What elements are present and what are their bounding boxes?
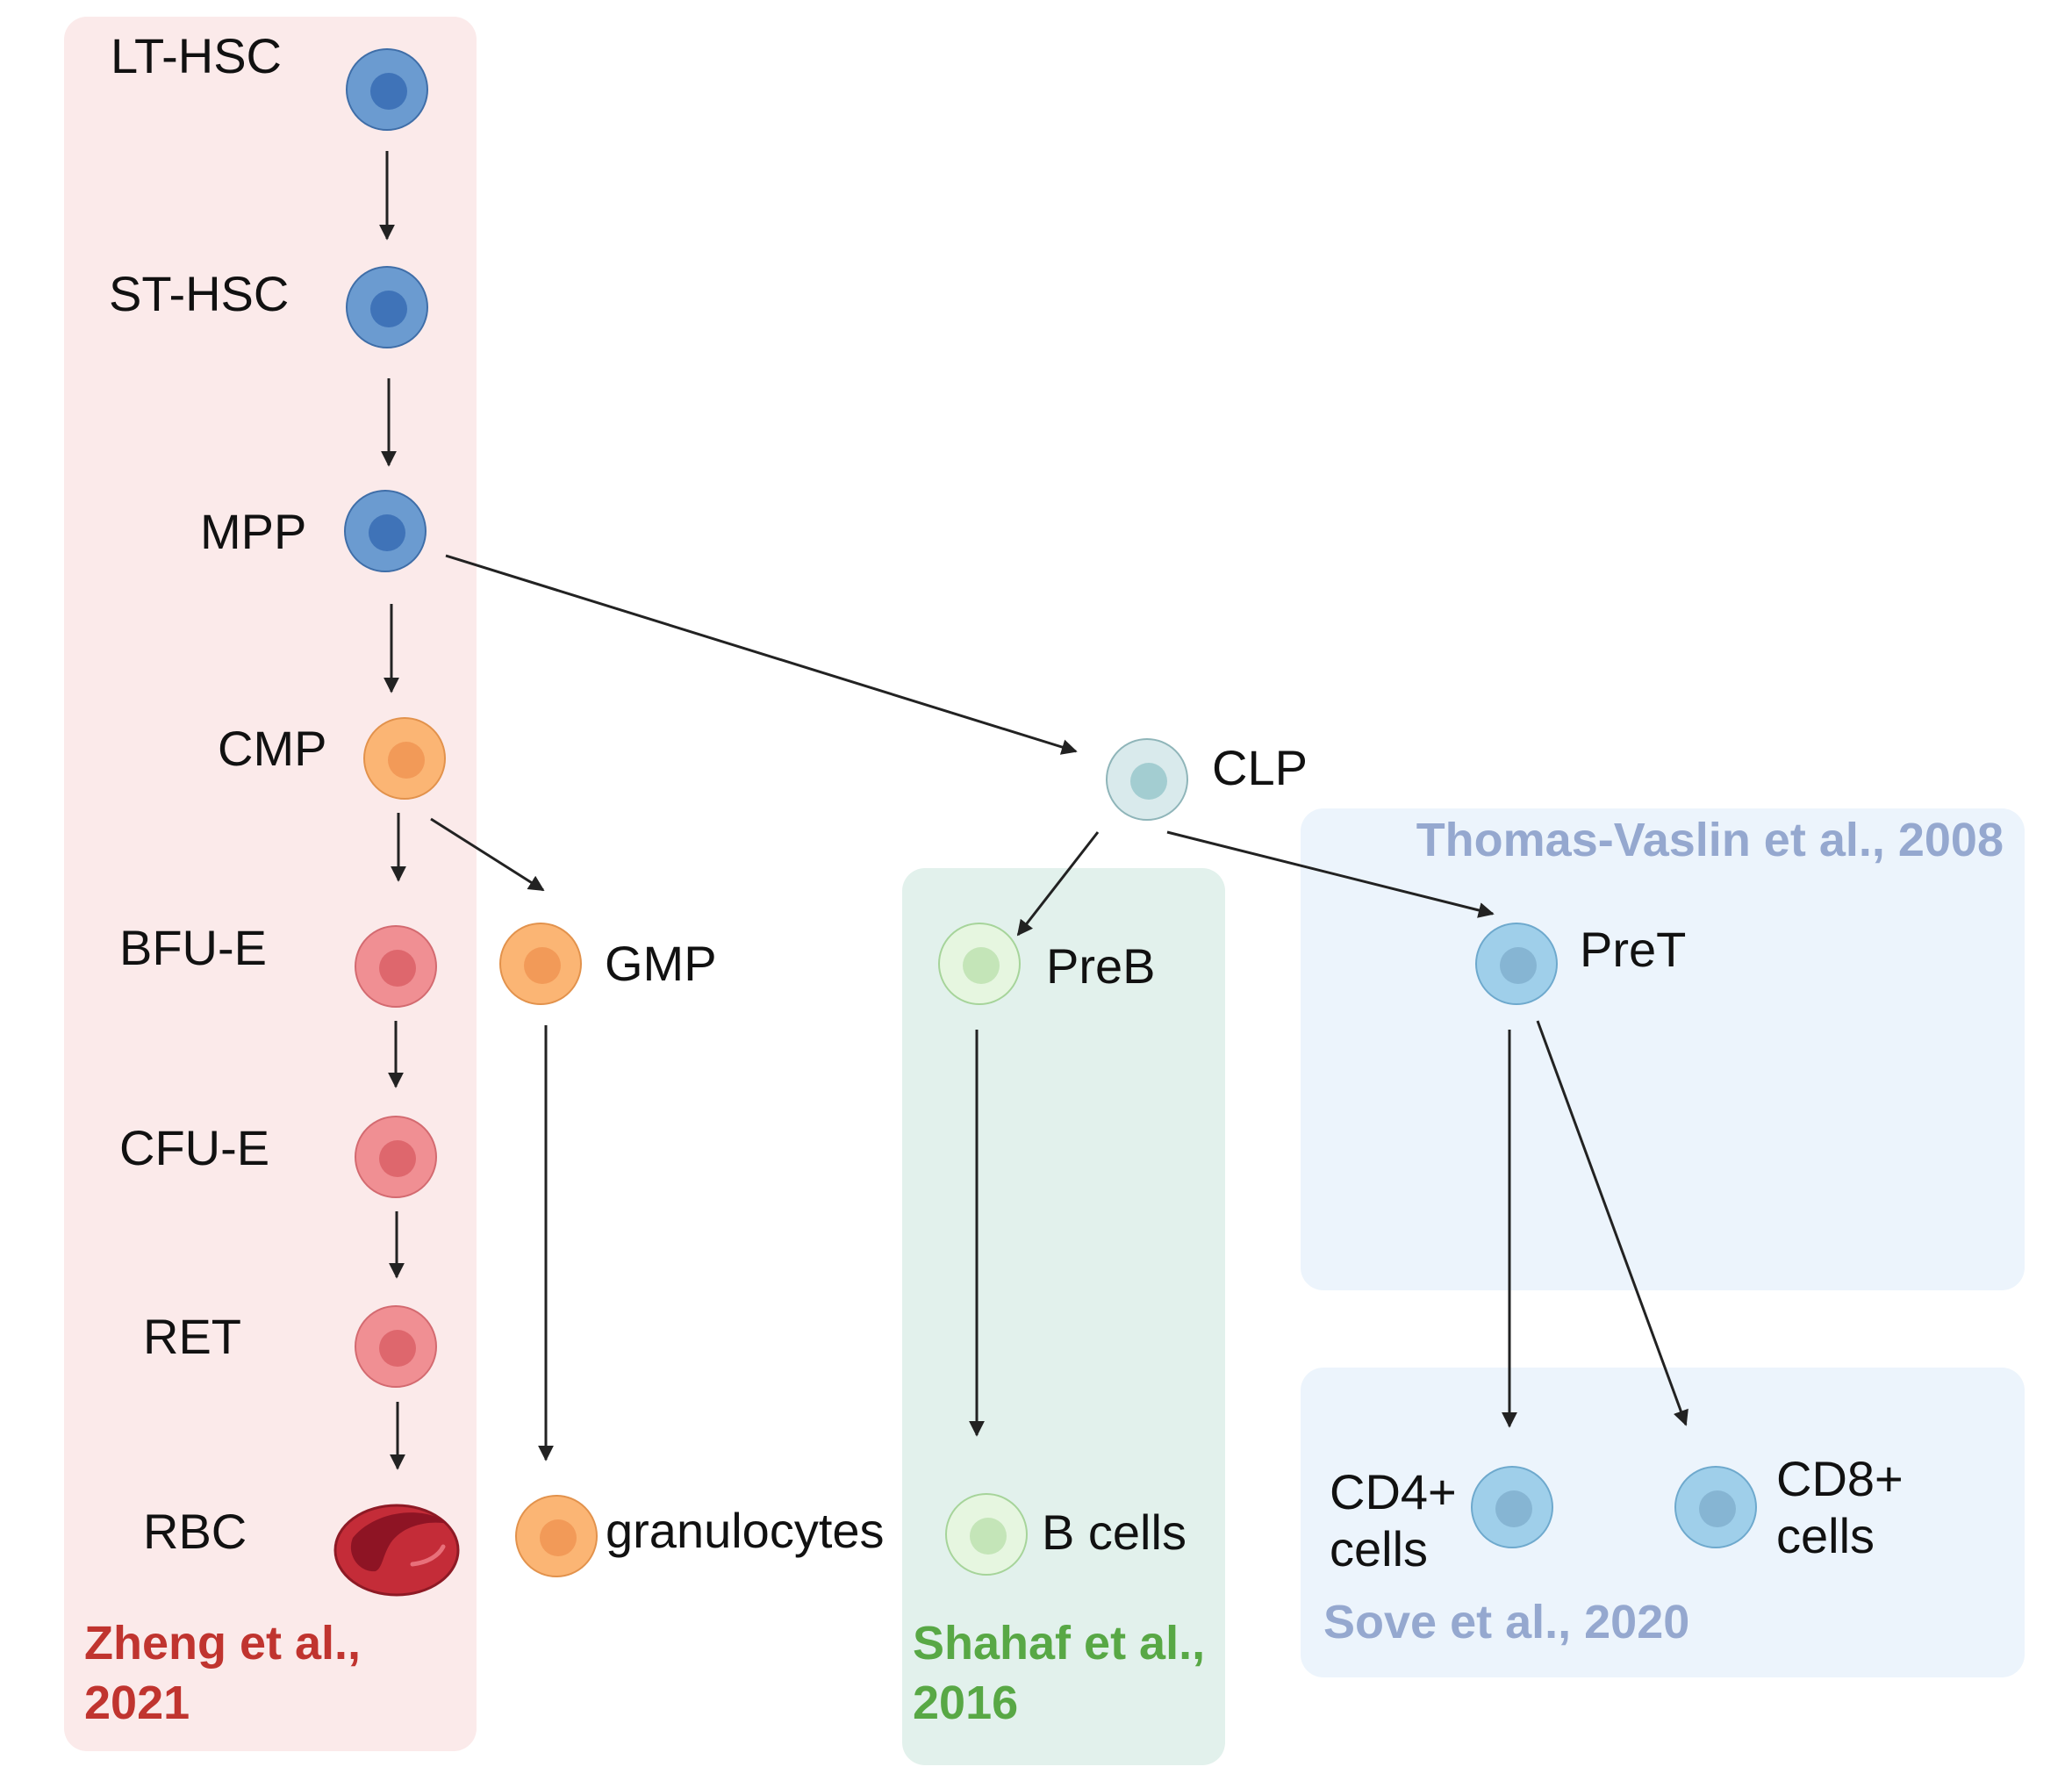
cell-nucleus	[379, 950, 416, 987]
cell-gmp	[499, 923, 582, 1005]
arrow-cmp-to-gmp	[430, 817, 545, 892]
arrow-clp-to-preb	[1016, 831, 1100, 937]
label-ret: RET	[143, 1309, 241, 1364]
label-pret: PreT	[1580, 922, 1686, 977]
arrow-mpp-to-clp	[445, 554, 1078, 755]
cell-preb	[938, 923, 1021, 1005]
cell-nucleus	[970, 1518, 1007, 1555]
label-clp: CLP	[1212, 740, 1308, 795]
cell-clp	[1106, 738, 1188, 821]
label-rbc: RBC	[143, 1504, 247, 1559]
zheng-group-label-line1: Zheng et al.,	[84, 1617, 361, 1670]
label-cfu-e: CFU-E	[119, 1120, 269, 1175]
cell-bfu-e	[355, 925, 437, 1008]
arrow-pret-to-cd8	[1536, 1020, 1688, 1426]
label-cd8-line2: cells	[1776, 1508, 1875, 1563]
sove-group-panel	[1301, 1368, 2025, 1677]
cell-nucleus	[1130, 763, 1167, 800]
arrows	[379, 151, 1688, 1470]
cell-cd8	[1674, 1466, 1757, 1548]
cell-nucleus	[370, 73, 407, 110]
cell-cfu-e	[355, 1116, 437, 1198]
rbc-disc-icon	[333, 1504, 460, 1597]
label-preb: PreB	[1046, 938, 1156, 994]
shahaf-group-label-line1: Shahaf et al.,	[913, 1617, 1205, 1670]
arrow-clp-to-pret	[1166, 830, 1495, 918]
cell-nucleus	[379, 1140, 416, 1177]
cell-ret	[355, 1305, 437, 1388]
cell-mpp	[344, 490, 427, 572]
cell-nucleus	[369, 514, 405, 551]
cell-st-hsc	[346, 266, 428, 348]
cell-pret	[1475, 923, 1558, 1005]
cell-nucleus	[524, 947, 561, 984]
zheng-group-label-line2: 2021	[84, 1677, 190, 1729]
thomas-group-panel	[1301, 808, 2025, 1290]
cell-nucleus	[1495, 1490, 1532, 1527]
cell-nucleus	[370, 291, 407, 327]
label-cd4-line2: cells	[1330, 1521, 1428, 1576]
label-bcells: B cells	[1042, 1505, 1187, 1560]
label-cd8-line1: CD8+	[1776, 1451, 1904, 1506]
shahaf-group-label-line2: 2016	[913, 1677, 1018, 1729]
cell-nucleus	[1699, 1490, 1736, 1527]
sove-group-label: Sove et al., 2020	[1323, 1596, 1689, 1648]
cell-nucleus	[963, 947, 1000, 984]
label-granulocytes: granulocytes	[606, 1503, 885, 1558]
cell-nucleus	[379, 1330, 416, 1367]
cell-bcells	[945, 1493, 1028, 1576]
label-bfu-e: BFU-E	[119, 920, 267, 975]
cell-lt-hsc	[346, 48, 428, 131]
label-cmp: CMP	[218, 721, 326, 776]
label-lt-hsc: LT-HSC	[111, 28, 282, 83]
label-gmp: GMP	[605, 936, 717, 991]
label-cd4-line1: CD4+	[1330, 1464, 1457, 1519]
label-st-hsc: ST-HSC	[109, 266, 289, 321]
cell-nucleus	[1500, 947, 1537, 984]
cell-nucleus	[388, 742, 425, 779]
label-mpp: MPP	[200, 504, 306, 559]
cell-nucleus	[540, 1519, 577, 1556]
cell-granulocytes	[515, 1495, 598, 1577]
thomas-group-label: Thomas-Vaslin et al., 2008	[1416, 814, 2004, 866]
cell-cmp	[363, 717, 446, 800]
cell-cd4	[1471, 1466, 1553, 1548]
